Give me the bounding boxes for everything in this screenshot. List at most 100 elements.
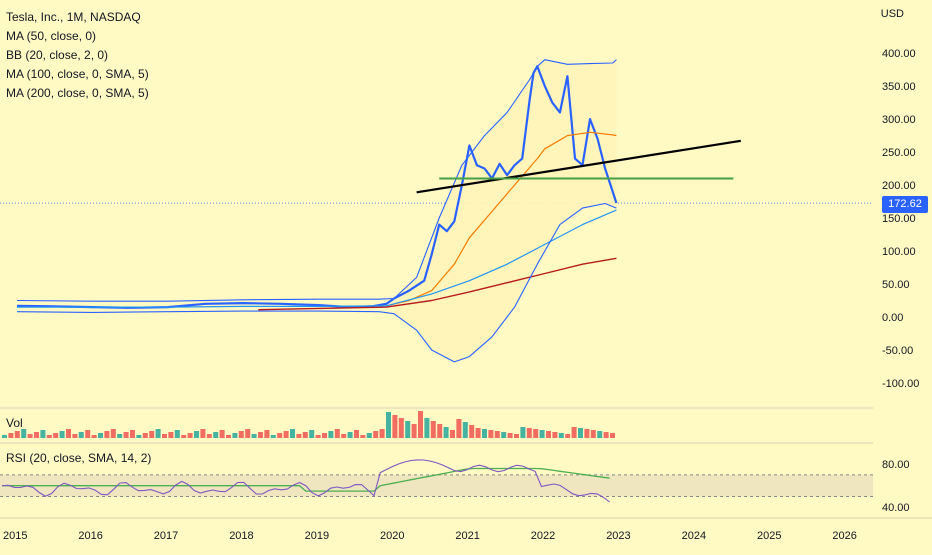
- time-tick-label: 2022: [531, 530, 555, 542]
- volume-bar: [341, 434, 347, 438]
- volume-bar: [258, 432, 263, 438]
- legend-ma200[interactable]: MA (200, close, 0, SMA, 5): [6, 86, 149, 100]
- volume-bar: [488, 430, 494, 438]
- volume-bar: [34, 432, 39, 438]
- volume-bar: [571, 427, 577, 438]
- volume-bar: [117, 434, 123, 438]
- volume-bar: [283, 431, 289, 438]
- price-tick-label: 350.00: [882, 81, 916, 93]
- currency-label: USD: [880, 8, 904, 20]
- volume-bar: [315, 435, 321, 438]
- price-tick-label: 0.00: [882, 312, 903, 324]
- chart-grid: [0, 202, 932, 519]
- volume-bar: [149, 431, 155, 438]
- volume-bar: [533, 429, 539, 438]
- bollinger-band-area: [394, 59, 617, 362]
- volume-bar: [155, 429, 161, 438]
- volume-bar: [302, 432, 308, 438]
- time-axis[interactable]: 2015 2016 2017 2018 2019 2020 2021 2022 2023 2024…: [3, 530, 857, 542]
- rsi-pane: [0, 459, 873, 503]
- volume-bar: [494, 431, 500, 438]
- volume-bar: [270, 435, 276, 438]
- last-price-tag: 172.62: [882, 196, 928, 213]
- chart-lines: [16, 59, 618, 363]
- time-tick-label: 2023: [606, 530, 630, 542]
- volume-bar: [219, 430, 225, 438]
- rsi-tick-label: 80.00: [882, 459, 910, 471]
- indicator-legend: Tesla, Inc., 1M, NASDAQ MA (50, close, 0…: [6, 8, 149, 103]
- price-tick-label: -100.00: [882, 378, 919, 390]
- volume-bar: [194, 431, 199, 438]
- volume-bar: [590, 430, 596, 438]
- volume-bar: [379, 429, 385, 438]
- volume-bar: [245, 429, 251, 438]
- volume-label[interactable]: Vol: [6, 416, 23, 430]
- price-axis[interactable]: 400.00 350.00 300.00 250.00 200.00 150.00 100.…: [882, 48, 919, 514]
- volume-bar: [181, 435, 187, 438]
- legend-bb[interactable]: BB (20, close, 2, 0): [6, 48, 109, 62]
- legend-ma50[interactable]: MA (50, close, 0): [6, 29, 97, 43]
- volume-bar: [450, 430, 455, 438]
- ma200-line: [258, 257, 617, 311]
- bb-upper-line: [16, 59, 617, 302]
- volume-bar: [168, 432, 174, 438]
- volume-bar: [206, 434, 212, 438]
- volume-bar: [360, 435, 366, 438]
- volume-bar: [405, 421, 411, 438]
- volume-bar: [72, 434, 78, 438]
- volume-bar: [507, 433, 513, 438]
- volume-bar: [437, 424, 443, 438]
- time-tick-label: 2020: [380, 530, 404, 542]
- time-tick-label: 2018: [229, 530, 253, 542]
- volume-bar: [328, 431, 334, 438]
- rsi-label[interactable]: RSI (20, close, SMA, 14, 2): [6, 451, 152, 465]
- volume-bar: [27, 434, 33, 438]
- price-tick-label: 100.00: [882, 246, 916, 258]
- volume-bar: [264, 430, 270, 438]
- price-tick-label: 250.00: [882, 147, 916, 159]
- price-tick-label: -50.00: [882, 345, 913, 357]
- price-line: [16, 65, 618, 309]
- volume-bar: [603, 432, 609, 438]
- volume-bar: [482, 429, 487, 438]
- time-tick-label: 2015: [3, 530, 27, 542]
- volume-bar: [213, 432, 219, 438]
- volume-bar: [552, 432, 558, 438]
- legend-ma100[interactable]: MA (100, close, 0, SMA, 5): [6, 67, 149, 81]
- volume-bar: [354, 430, 359, 438]
- volume-bar: [392, 415, 398, 438]
- volume-bar: [78, 432, 84, 438]
- bollinger-band-fill: [394, 59, 617, 362]
- volume-bar: [296, 434, 302, 438]
- time-tick-label: 2025: [757, 530, 781, 542]
- rsi-line: [1, 459, 610, 503]
- volume-bar: [59, 431, 65, 438]
- volume-bar: [309, 430, 315, 438]
- drawing-lines[interactable]: [416, 139, 742, 194]
- volume-bar: [187, 433, 193, 438]
- volume-bar: [514, 434, 519, 438]
- legend-symbol[interactable]: Tesla, Inc., 1M, NASDAQ: [6, 10, 141, 24]
- volume-bar: [610, 433, 615, 438]
- volume-bar: [200, 429, 206, 438]
- volume-bar: [443, 427, 449, 438]
- volume-bar: [232, 433, 238, 438]
- volume-bar: [539, 430, 545, 438]
- volume-bar: [526, 428, 532, 438]
- price-tick-label: 400.00: [882, 48, 916, 60]
- volume-bar: [597, 431, 603, 438]
- volume-bar: [469, 425, 475, 438]
- volume-bar: [14, 431, 20, 438]
- volume-bar: [373, 431, 379, 438]
- volume-bar: [104, 431, 110, 438]
- volume-bar: [40, 430, 46, 438]
- volume-bar: [411, 424, 417, 438]
- rsi-tick-label: 40.00: [882, 502, 910, 514]
- price-tick-label: 200.00: [882, 180, 916, 192]
- volume-bar: [2, 435, 7, 438]
- volume-bar: [398, 418, 404, 438]
- volume-bar: [334, 429, 340, 438]
- volume-bar: [110, 429, 116, 438]
